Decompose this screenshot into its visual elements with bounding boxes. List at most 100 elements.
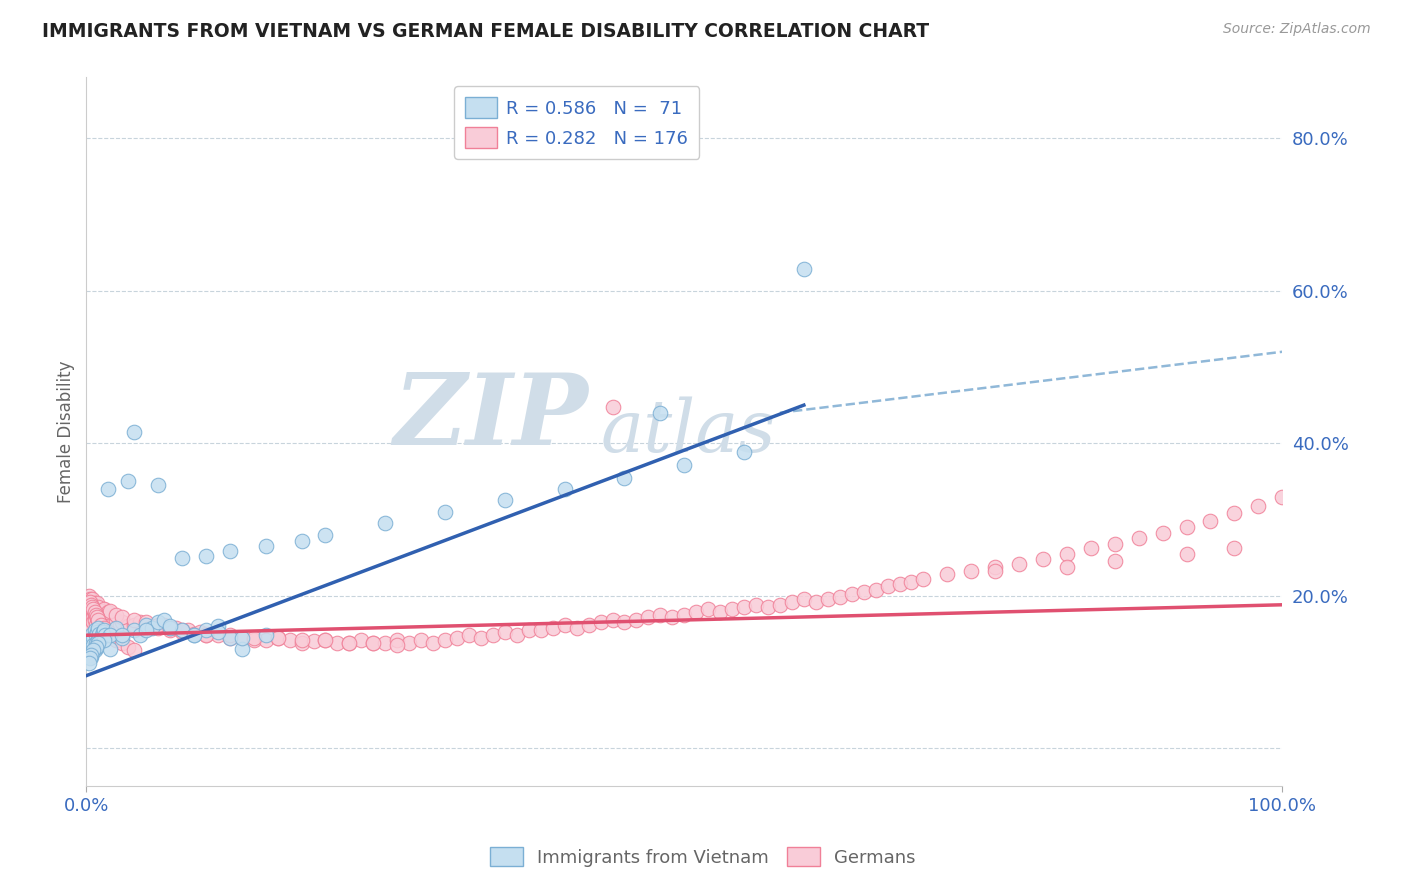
Point: [84, 636, 107, 650]
Point: [1199, 514, 1222, 528]
Point: [159, 621, 181, 635]
Legend: R = 0.586   N =  71, R = 0.282   N = 176: R = 0.586 N = 71, R = 0.282 N = 176: [454, 87, 699, 159]
Point: [86, 625, 108, 640]
Point: [129, 628, 152, 642]
Point: [589, 615, 612, 630]
Point: [852, 584, 875, 599]
Point: [98, 628, 121, 642]
Point: [565, 621, 588, 635]
Point: [218, 631, 240, 645]
Point: [685, 606, 707, 620]
Point: [77, 634, 100, 648]
Point: [84, 628, 107, 642]
Point: [80, 598, 103, 612]
Point: [506, 628, 529, 642]
Point: [94, 607, 117, 622]
Point: [146, 478, 169, 492]
Point: [77, 619, 100, 633]
Point: [721, 602, 744, 616]
Point: [86, 596, 108, 610]
Point: [769, 598, 792, 612]
Point: [82, 600, 104, 615]
Point: [793, 262, 815, 277]
Point: [817, 592, 839, 607]
Point: [494, 493, 516, 508]
Point: [183, 628, 205, 642]
Point: [530, 623, 553, 637]
Point: [889, 577, 911, 591]
Point: [266, 631, 288, 645]
Point: [80, 649, 103, 664]
Point: [105, 613, 128, 627]
Point: [446, 631, 468, 645]
Point: [111, 615, 134, 630]
Point: [828, 590, 851, 604]
Point: [326, 636, 349, 650]
Point: [170, 550, 193, 565]
Point: [135, 615, 157, 630]
Point: [87, 636, 110, 650]
Point: [865, 582, 887, 597]
Point: [82, 626, 104, 640]
Point: [87, 604, 110, 618]
Point: [159, 621, 181, 635]
Point: [733, 600, 755, 615]
Point: [122, 623, 145, 637]
Point: [84, 606, 107, 620]
Point: [80, 596, 103, 610]
Point: [350, 632, 373, 647]
Point: [159, 623, 181, 637]
Point: [82, 600, 104, 615]
Point: [90, 604, 112, 618]
Point: [83, 607, 105, 622]
Point: [80, 648, 103, 662]
Point: [105, 621, 128, 635]
Point: [82, 646, 104, 660]
Point: [290, 533, 312, 548]
Point: [93, 602, 115, 616]
Point: [79, 592, 101, 607]
Point: [83, 643, 105, 657]
Point: [194, 628, 217, 642]
Point: [146, 615, 169, 630]
Point: [82, 621, 104, 635]
Point: [111, 631, 134, 645]
Point: [91, 602, 114, 616]
Point: [170, 623, 193, 637]
Point: [207, 628, 229, 642]
Point: [1223, 506, 1246, 520]
Point: [756, 600, 779, 615]
Point: [1152, 526, 1174, 541]
Point: [242, 631, 264, 645]
Point: [117, 619, 139, 633]
Point: [91, 625, 114, 640]
Point: [165, 621, 187, 635]
Text: Source: ZipAtlas.com: Source: ZipAtlas.com: [1223, 22, 1371, 37]
Point: [84, 600, 107, 615]
Point: [122, 617, 145, 632]
Point: [90, 628, 112, 642]
Point: [94, 628, 117, 642]
Point: [135, 623, 157, 637]
Point: [97, 613, 120, 627]
Point: [93, 621, 115, 635]
Point: [841, 587, 863, 601]
Point: [494, 625, 516, 640]
Point: [984, 564, 1007, 578]
Point: [231, 631, 253, 645]
Y-axis label: Female Disability: Female Disability: [58, 360, 75, 503]
Point: [129, 615, 152, 630]
Point: [411, 632, 433, 647]
Point: [82, 638, 104, 652]
Point: [363, 636, 385, 650]
Point: [745, 598, 768, 612]
Point: [93, 632, 115, 647]
Point: [105, 632, 128, 647]
Point: [1175, 547, 1198, 561]
Point: [242, 632, 264, 647]
Point: [177, 623, 200, 637]
Point: [1104, 537, 1126, 551]
Point: [82, 611, 104, 625]
Point: [77, 589, 100, 603]
Point: [146, 617, 169, 632]
